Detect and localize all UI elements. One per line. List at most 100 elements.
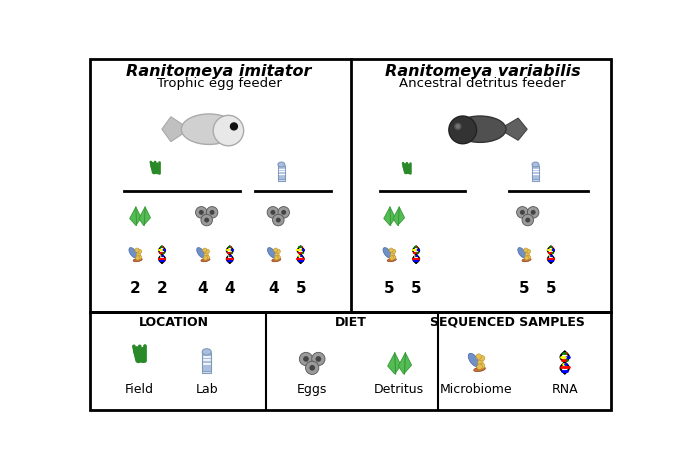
Circle shape (316, 356, 321, 362)
Text: 5: 5 (384, 281, 395, 296)
Circle shape (138, 255, 142, 259)
Circle shape (310, 365, 315, 371)
Circle shape (520, 210, 525, 215)
Circle shape (390, 256, 394, 260)
Ellipse shape (182, 114, 237, 144)
Circle shape (525, 218, 530, 222)
Circle shape (282, 210, 286, 215)
Circle shape (312, 352, 325, 366)
Circle shape (195, 206, 207, 218)
Circle shape (477, 364, 482, 369)
Text: 4: 4 (197, 281, 208, 296)
Circle shape (203, 256, 208, 260)
Circle shape (476, 354, 482, 359)
Circle shape (479, 355, 485, 361)
Bar (202, 371, 211, 374)
Text: 2: 2 (157, 281, 167, 296)
Circle shape (526, 255, 531, 259)
Text: DIET: DIET (335, 316, 366, 329)
Polygon shape (384, 207, 395, 226)
Ellipse shape (383, 248, 391, 258)
Circle shape (267, 206, 279, 218)
Circle shape (527, 206, 539, 218)
Text: 5: 5 (411, 281, 421, 296)
Text: 2: 2 (129, 281, 140, 296)
Text: Detritus: Detritus (374, 383, 424, 396)
Polygon shape (388, 353, 401, 374)
Circle shape (303, 356, 309, 362)
Circle shape (276, 249, 280, 254)
Ellipse shape (197, 248, 205, 258)
Text: 5: 5 (545, 281, 556, 296)
Circle shape (477, 360, 483, 365)
Ellipse shape (469, 354, 479, 367)
Polygon shape (532, 164, 539, 181)
Polygon shape (398, 353, 412, 374)
Ellipse shape (201, 258, 210, 262)
Text: Lab: Lab (195, 383, 218, 396)
Circle shape (136, 256, 140, 260)
Text: RNA: RNA (551, 383, 578, 396)
Circle shape (516, 206, 528, 218)
Circle shape (199, 210, 203, 215)
Circle shape (273, 248, 277, 252)
Text: Ranitomeya variabilis: Ranitomeya variabilis (384, 64, 580, 79)
Bar (278, 179, 285, 181)
Text: LOCATION: LOCATION (139, 316, 210, 329)
Circle shape (210, 210, 214, 215)
Ellipse shape (522, 258, 531, 262)
Circle shape (138, 249, 142, 254)
Polygon shape (162, 117, 190, 142)
Circle shape (213, 115, 244, 146)
Circle shape (204, 253, 208, 257)
Text: Ancestral detritus feeder: Ancestral detritus feeder (399, 77, 566, 90)
Text: Ranitomeya imitator: Ranitomeya imitator (126, 64, 312, 79)
Circle shape (299, 352, 312, 366)
Circle shape (201, 214, 212, 226)
Circle shape (390, 253, 395, 257)
Bar (90, 59, 611, 311)
Ellipse shape (272, 258, 281, 262)
Text: 5: 5 (295, 281, 306, 296)
Circle shape (230, 123, 238, 130)
Circle shape (526, 249, 531, 254)
Circle shape (479, 363, 485, 368)
Circle shape (278, 206, 290, 218)
Circle shape (525, 253, 530, 257)
Circle shape (531, 210, 536, 215)
Ellipse shape (268, 248, 276, 258)
Bar (90, 311, 611, 410)
Ellipse shape (532, 162, 539, 167)
Ellipse shape (518, 248, 526, 258)
Circle shape (275, 253, 279, 257)
Bar (532, 179, 539, 181)
Circle shape (525, 256, 529, 260)
Text: SEQUENCED SAMPLES: SEQUENCED SAMPLES (429, 316, 584, 329)
Text: Microbiome: Microbiome (440, 383, 512, 396)
Circle shape (273, 214, 284, 226)
Polygon shape (129, 207, 141, 226)
Circle shape (203, 248, 207, 252)
Ellipse shape (474, 367, 486, 372)
Circle shape (449, 116, 477, 144)
Circle shape (276, 218, 281, 222)
Circle shape (136, 253, 140, 257)
Ellipse shape (133, 258, 142, 262)
Circle shape (392, 255, 396, 259)
Polygon shape (278, 164, 285, 181)
Text: Trophic egg feeder: Trophic egg feeder (157, 77, 282, 90)
Circle shape (206, 249, 210, 254)
Ellipse shape (454, 116, 506, 142)
Polygon shape (499, 118, 527, 140)
Circle shape (389, 248, 393, 252)
Circle shape (206, 255, 210, 259)
Polygon shape (393, 207, 405, 226)
Ellipse shape (129, 248, 137, 258)
Polygon shape (202, 352, 211, 373)
Ellipse shape (278, 162, 285, 167)
Text: 5: 5 (519, 281, 530, 296)
Ellipse shape (202, 349, 211, 355)
Ellipse shape (387, 258, 397, 262)
Circle shape (524, 248, 528, 252)
Circle shape (206, 206, 218, 218)
